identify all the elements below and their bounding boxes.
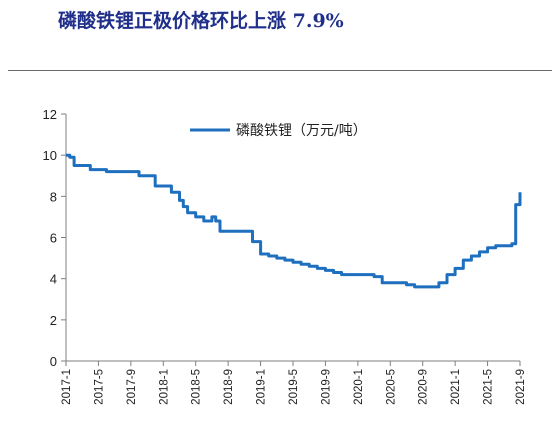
x-tick-label: 2018-1	[158, 369, 170, 405]
legend-label: 磷酸铁锂（万元/吨）	[236, 123, 367, 139]
y-tick-label: 6	[50, 231, 57, 246]
x-tick-label: 2019-9	[320, 369, 332, 405]
x-tick-label: 2019-1	[256, 369, 268, 405]
y-tick-label: 0	[50, 354, 57, 369]
series-layer	[66, 153, 522, 289]
x-tick-label: 2017-9	[126, 369, 138, 405]
title-divider	[8, 70, 552, 71]
series-line	[66, 153, 522, 289]
x-tick-label: 2021-1	[450, 369, 462, 405]
chart-title: 磷酸铁锂正极价格环比上涨 7.9%	[58, 10, 344, 32]
x-tick-label: 2019-5	[288, 369, 300, 405]
y-tick-label: 10	[43, 148, 57, 163]
x-tick-label: 2018-5	[191, 369, 203, 405]
y-tick-label: 2	[50, 313, 57, 328]
x-tick-label: 2018-9	[223, 369, 235, 405]
x-axis: 2017-1 2017-5 2017-9 2018-1 2018-5 2018-9 2019…	[61, 360, 527, 405]
x-tick-label: 2020-5	[385, 369, 397, 405]
x-tick-label: 2021-9	[515, 369, 527, 405]
x-tick-label: 2020-9	[418, 369, 430, 405]
y-tick-label: 4	[50, 272, 57, 287]
x-tick-label: 2021-5	[483, 369, 495, 405]
y-tick-label: 12	[43, 107, 57, 122]
legend: 磷酸铁锂（万元/吨）	[190, 123, 367, 139]
x-tick-label: 2020-1	[353, 369, 365, 405]
x-tick-label: 2017-1	[61, 369, 73, 405]
x-tick-label: 2017-5	[93, 369, 105, 405]
y-tick-label: 8	[50, 189, 57, 204]
y-axis: 0 2 4 6 8 10 12	[43, 107, 67, 369]
